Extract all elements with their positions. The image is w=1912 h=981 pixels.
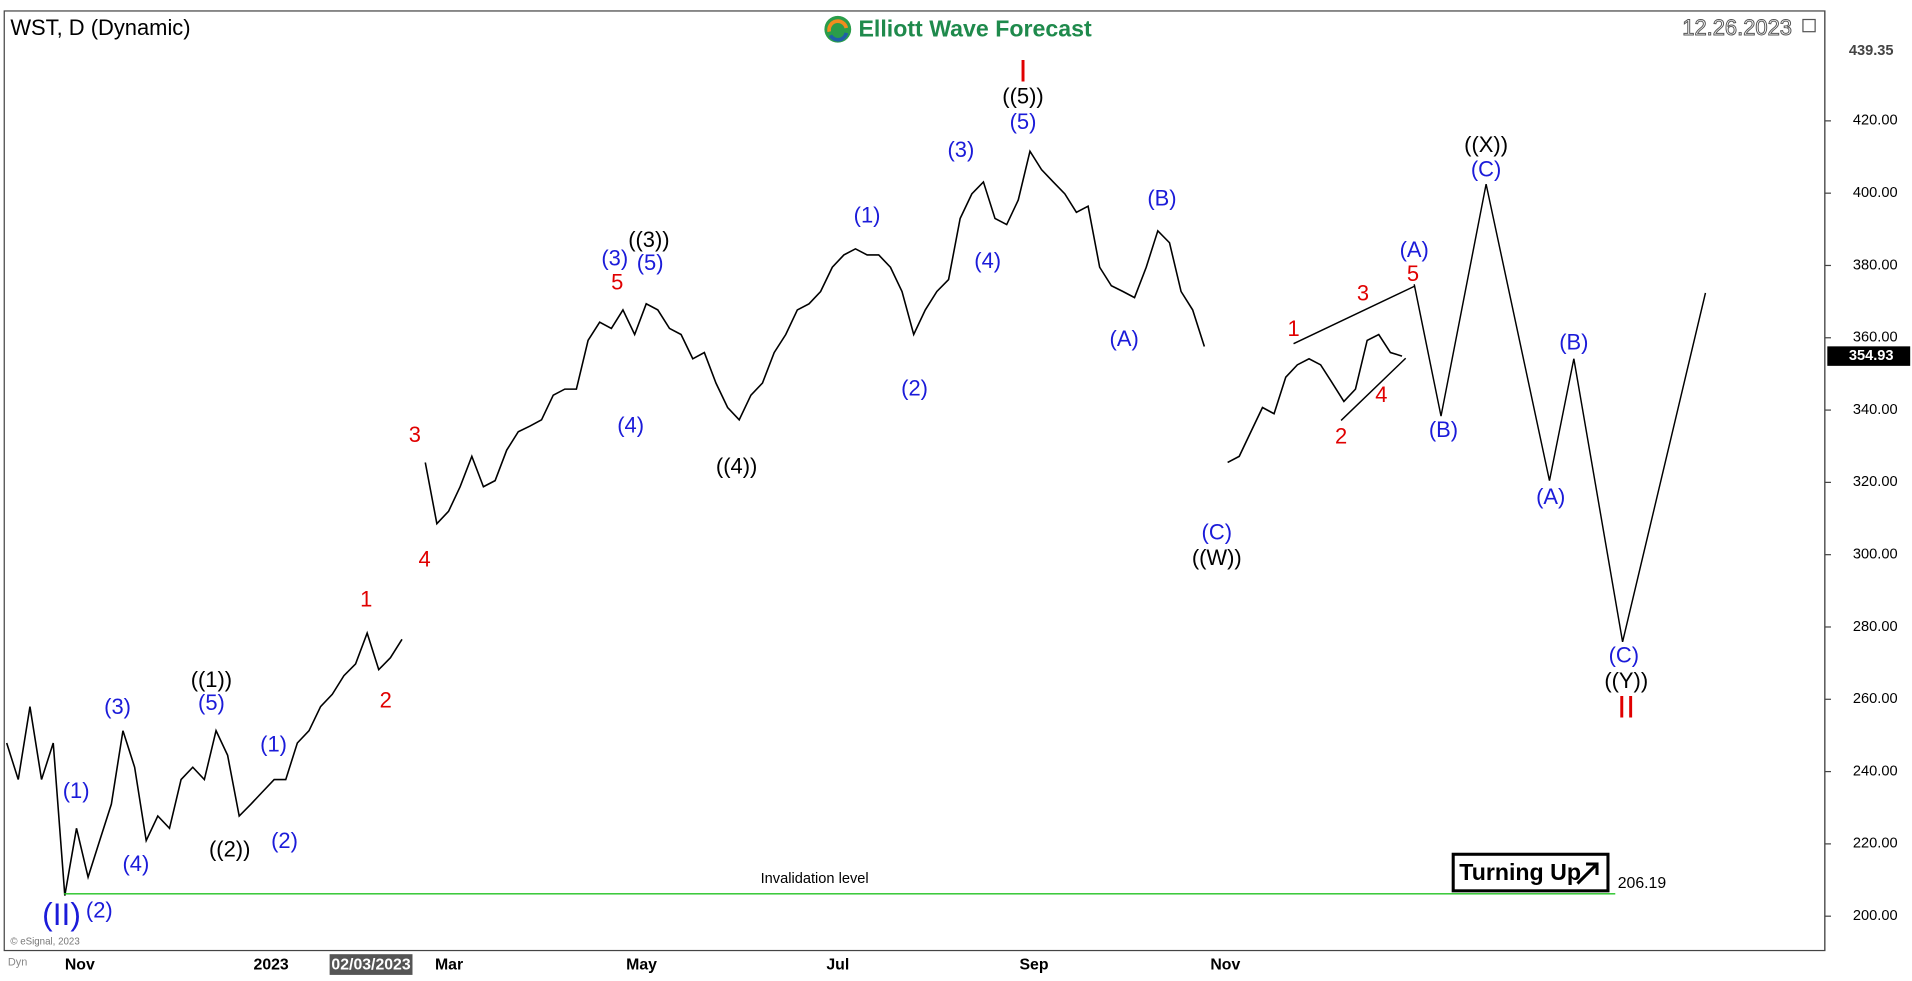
- diagonal-channel: [1293, 285, 1415, 421]
- wave-label: (5): [198, 690, 225, 715]
- wave-label: (3): [601, 245, 628, 270]
- wave-label: ((4)): [716, 454, 757, 479]
- wave-label: ((2)): [209, 836, 250, 861]
- x-tick-label: Nov: [65, 956, 95, 973]
- brand-name: Elliott Wave Forecast: [859, 16, 1092, 42]
- y-tick-label: 420.00: [1853, 113, 1898, 129]
- credit: © eSignal, 2023: [10, 937, 79, 948]
- symbol-title: WST, D (Dynamic): [10, 15, 190, 40]
- last-price-tag-box: [1827, 346, 1911, 366]
- badge-text: Turning Up: [1459, 859, 1581, 885]
- chart-date: 12.26.2023: [1682, 15, 1792, 40]
- wave-label: ((1)): [191, 667, 232, 692]
- x-tick-label: Nov: [1210, 956, 1240, 973]
- brand-logo: [824, 15, 852, 43]
- wave-label: 4: [1375, 382, 1387, 407]
- wave-label: 2: [1335, 423, 1347, 448]
- channel-line: [1293, 285, 1415, 345]
- wave-label: ((X)): [1464, 132, 1508, 157]
- corner-label: Dyn: [8, 957, 27, 969]
- last-price-tag: 354.93: [1849, 348, 1894, 364]
- x-tick-label: Sep: [1019, 956, 1048, 973]
- y-tick-label: 360.00: [1853, 330, 1898, 346]
- y-tick-label: 200.00: [1853, 908, 1898, 924]
- wave-label: (1): [260, 732, 287, 757]
- channel-line: [1340, 357, 1407, 421]
- turning-up-badge: Turning Up: [1451, 852, 1610, 893]
- badge-frame: [1451, 852, 1610, 893]
- y-tick-label: 300.00: [1853, 547, 1898, 563]
- wave-label: (A): [1110, 326, 1139, 351]
- wave-label: 4: [419, 546, 431, 571]
- x-label-highlight: [329, 954, 413, 975]
- wave-label: 3: [409, 422, 421, 447]
- wave-label: (B): [1147, 186, 1176, 211]
- projection-path: [1413, 183, 1707, 643]
- x-tick-label: Jul: [826, 956, 849, 973]
- wave-label: 2: [380, 688, 392, 713]
- y-tick-label: 320.00: [1853, 474, 1898, 490]
- wave-label: 1: [360, 587, 372, 612]
- wave-label: (A): [1536, 484, 1565, 509]
- wave-label: ((5)): [1002, 83, 1043, 108]
- y-tick-label: 340.00: [1853, 402, 1898, 418]
- y-tick-label: 260.00: [1853, 691, 1898, 707]
- y-tick-label: 280.00: [1853, 619, 1898, 635]
- wave-label: 1: [1287, 316, 1299, 341]
- wave-label: I: [1019, 52, 1028, 88]
- wave-label: (C): [1609, 643, 1639, 668]
- wave-label: (C): [1471, 156, 1501, 181]
- wave-label: (4): [122, 851, 149, 876]
- wave-label: 5: [1407, 261, 1419, 286]
- x-tick-label: 02/03/2023: [331, 956, 410, 973]
- y-tick-label: 400.00: [1853, 185, 1898, 201]
- logo-swoosh: [827, 19, 849, 33]
- x-tick-label: Mar: [435, 956, 463, 973]
- wave-label: (3): [104, 694, 131, 719]
- wave-label: II: [1617, 689, 1635, 725]
- wave-label: ((Y)): [1604, 668, 1648, 693]
- high-price-tag-box: [1827, 41, 1911, 61]
- y-tick-label: 220.00: [1853, 836, 1898, 852]
- wave-label: ((W)): [1192, 545, 1242, 570]
- price-line: [5, 149, 1403, 896]
- wave-label: (2): [86, 897, 113, 922]
- window-icon[interactable]: [1802, 18, 1816, 33]
- wave-label: (A): [1400, 237, 1429, 262]
- x-tick-label: 2023: [254, 956, 289, 973]
- wave-label: (5): [1010, 109, 1037, 134]
- y-tick-label: 240.00: [1853, 763, 1898, 779]
- logo-swoosh: [828, 32, 849, 42]
- wave-label: (1): [854, 203, 881, 228]
- wave-label: 3: [1357, 281, 1369, 306]
- wave-label: (2): [271, 828, 298, 853]
- badge-arrow: [1576, 862, 1599, 885]
- wave-label: (2): [901, 376, 928, 401]
- invalidation-text: Invalidation level: [761, 871, 869, 887]
- wave-label: (4): [974, 248, 1001, 273]
- invalidation-value: 206.19: [1618, 875, 1667, 892]
- plot-area: [5, 149, 1707, 896]
- wave-label: ((3)): [628, 227, 669, 252]
- wave-label: (II): [42, 896, 81, 932]
- wave-label: (C): [1202, 520, 1232, 545]
- wave-label: (4): [617, 412, 644, 437]
- wave-label: (5): [637, 250, 664, 275]
- wave-label: (3): [947, 137, 974, 162]
- wave-label: (B): [1559, 329, 1588, 354]
- wave-label: (1): [63, 778, 90, 803]
- wave-label: 5: [611, 270, 623, 295]
- wave-label: (B): [1429, 417, 1458, 442]
- y-tick-label: 380.00: [1853, 257, 1898, 273]
- high-price-tag: 439.35: [1849, 43, 1894, 59]
- x-tick-label: May: [626, 956, 657, 973]
